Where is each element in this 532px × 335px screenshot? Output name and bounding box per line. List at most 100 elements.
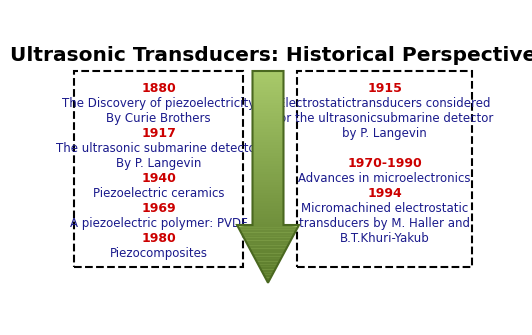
Polygon shape bbox=[262, 272, 273, 275]
Polygon shape bbox=[253, 161, 284, 163]
Polygon shape bbox=[253, 137, 284, 140]
Polygon shape bbox=[253, 79, 284, 82]
Polygon shape bbox=[250, 248, 286, 251]
Polygon shape bbox=[253, 201, 284, 203]
Polygon shape bbox=[253, 195, 284, 198]
Polygon shape bbox=[253, 132, 284, 135]
Polygon shape bbox=[253, 153, 284, 156]
Polygon shape bbox=[253, 71, 284, 74]
Polygon shape bbox=[253, 135, 284, 137]
Polygon shape bbox=[253, 74, 284, 76]
Polygon shape bbox=[253, 182, 284, 185]
Polygon shape bbox=[247, 243, 289, 246]
Text: Piezoelectric ceramics: Piezoelectric ceramics bbox=[93, 187, 225, 200]
Polygon shape bbox=[253, 140, 284, 142]
Text: for the ultrasonicsubmarine detector: for the ultrasonicsubmarine detector bbox=[276, 112, 494, 125]
Polygon shape bbox=[253, 156, 284, 158]
Text: Piezocomposites: Piezocomposites bbox=[110, 247, 207, 260]
Text: Ultrasonic Transducers: Historical Perspective: Ultrasonic Transducers: Historical Persp… bbox=[10, 46, 532, 65]
Polygon shape bbox=[258, 264, 278, 267]
Polygon shape bbox=[253, 113, 284, 116]
Polygon shape bbox=[253, 92, 284, 95]
Polygon shape bbox=[253, 190, 284, 193]
Bar bbox=[297, 71, 472, 267]
Polygon shape bbox=[253, 97, 284, 100]
Polygon shape bbox=[253, 206, 284, 209]
Polygon shape bbox=[267, 280, 269, 283]
Text: transducers by M. Haller and: transducers by M. Haller and bbox=[299, 217, 470, 230]
Polygon shape bbox=[253, 142, 284, 145]
Polygon shape bbox=[253, 211, 284, 214]
Polygon shape bbox=[239, 230, 296, 232]
Polygon shape bbox=[245, 241, 290, 243]
Polygon shape bbox=[253, 82, 284, 84]
Bar bbox=[74, 71, 243, 267]
Polygon shape bbox=[252, 254, 284, 256]
Polygon shape bbox=[244, 238, 292, 241]
Polygon shape bbox=[253, 217, 284, 219]
Text: By Curie Brothers: By Curie Brothers bbox=[106, 112, 211, 125]
Polygon shape bbox=[265, 277, 271, 280]
Text: 1980: 1980 bbox=[142, 232, 176, 245]
Polygon shape bbox=[241, 232, 295, 235]
Text: The Discovery of piezoelectricity: The Discovery of piezoelectricity bbox=[62, 97, 255, 110]
Polygon shape bbox=[253, 108, 284, 111]
Polygon shape bbox=[253, 100, 284, 103]
Polygon shape bbox=[238, 224, 298, 227]
Polygon shape bbox=[256, 262, 279, 264]
Polygon shape bbox=[253, 166, 284, 169]
Polygon shape bbox=[253, 209, 284, 211]
Polygon shape bbox=[253, 158, 284, 161]
Polygon shape bbox=[253, 87, 284, 89]
Polygon shape bbox=[253, 119, 284, 121]
Polygon shape bbox=[248, 246, 288, 248]
Polygon shape bbox=[253, 163, 284, 166]
Text: By P. Langevin: By P. Langevin bbox=[116, 157, 202, 170]
Text: 1917: 1917 bbox=[142, 127, 176, 140]
Polygon shape bbox=[238, 227, 298, 230]
Polygon shape bbox=[237, 71, 299, 283]
Polygon shape bbox=[253, 177, 284, 180]
Polygon shape bbox=[253, 174, 284, 177]
Polygon shape bbox=[253, 129, 284, 132]
Polygon shape bbox=[255, 259, 281, 262]
Polygon shape bbox=[253, 219, 284, 222]
Polygon shape bbox=[253, 203, 284, 206]
Polygon shape bbox=[254, 256, 282, 259]
Text: 1880: 1880 bbox=[142, 82, 176, 95]
Text: Micromachined electrostatic: Micromachined electrostatic bbox=[301, 202, 468, 215]
Polygon shape bbox=[253, 116, 284, 119]
Polygon shape bbox=[253, 76, 284, 79]
Polygon shape bbox=[253, 95, 284, 97]
Polygon shape bbox=[253, 106, 284, 108]
Text: 1915: 1915 bbox=[367, 82, 402, 95]
Text: The ultrasonic submarine detector: The ultrasonic submarine detector bbox=[56, 142, 261, 155]
Text: A piezoelectric polymer: PVDF: A piezoelectric polymer: PVDF bbox=[70, 217, 247, 230]
Polygon shape bbox=[251, 251, 285, 254]
Text: Electrostatictransducers considered: Electrostatictransducers considered bbox=[278, 97, 491, 110]
Polygon shape bbox=[253, 84, 284, 87]
Polygon shape bbox=[253, 188, 284, 190]
Text: by P. Langevin: by P. Langevin bbox=[342, 127, 427, 140]
Polygon shape bbox=[253, 127, 284, 129]
Polygon shape bbox=[253, 172, 284, 174]
Polygon shape bbox=[253, 180, 284, 182]
Polygon shape bbox=[253, 198, 284, 201]
Polygon shape bbox=[253, 121, 284, 124]
Polygon shape bbox=[260, 267, 277, 270]
Polygon shape bbox=[253, 150, 284, 153]
Polygon shape bbox=[253, 103, 284, 106]
Polygon shape bbox=[253, 148, 284, 150]
Text: 1994: 1994 bbox=[367, 187, 402, 200]
Polygon shape bbox=[253, 111, 284, 113]
Text: Advances in microelectronics: Advances in microelectronics bbox=[298, 172, 471, 185]
Text: 1970-1990: 1970-1990 bbox=[347, 157, 422, 170]
Polygon shape bbox=[253, 124, 284, 127]
Polygon shape bbox=[253, 89, 284, 92]
Polygon shape bbox=[253, 193, 284, 195]
Polygon shape bbox=[253, 145, 284, 148]
Polygon shape bbox=[261, 270, 275, 272]
Text: B.T.Khuri-Yakub: B.T.Khuri-Yakub bbox=[340, 232, 429, 245]
Text: 1969: 1969 bbox=[142, 202, 176, 215]
Polygon shape bbox=[253, 214, 284, 217]
